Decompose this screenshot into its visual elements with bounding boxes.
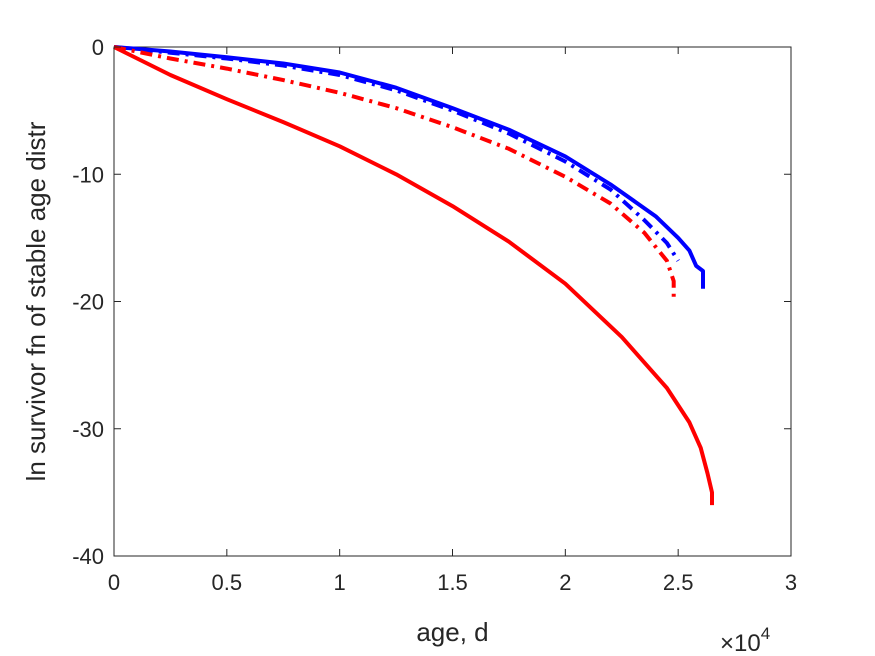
x-tick-label: 2 [559,570,571,595]
x-tick-label: 2.5 [663,570,694,595]
x-tick-label: 0 [108,570,120,595]
ticks-layer: 0 0.5 1 1.5 2 2.5 3 0 -10 -20 -30 -40 [72,35,797,595]
y-tick-label: -20 [72,290,104,315]
x-axis-multiplier-base: ×10 [720,630,761,656]
y-tick-label: -10 [72,162,104,187]
series-line-2 [113,45,680,262]
x-tick-label: 0.5 [212,570,243,595]
y-tick-label: -40 [72,544,104,569]
x-axis-multiplier: ×104 [720,624,770,656]
series-line-3 [113,45,676,302]
y-tick-label: -30 [72,417,104,442]
x-tick-label: 1.5 [437,570,468,595]
series-line-4 [113,45,714,506]
x-tick-label: 1 [334,570,346,595]
x-axis-multiplier-exponent: 4 [761,624,770,643]
x-axis-label: age, d [416,617,488,647]
x-tick-label: 3 [785,570,797,595]
series-layer [113,45,714,506]
y-axis-label: ln survivor fn of stable age distr [21,121,51,481]
y-tick-label: 0 [92,35,104,60]
